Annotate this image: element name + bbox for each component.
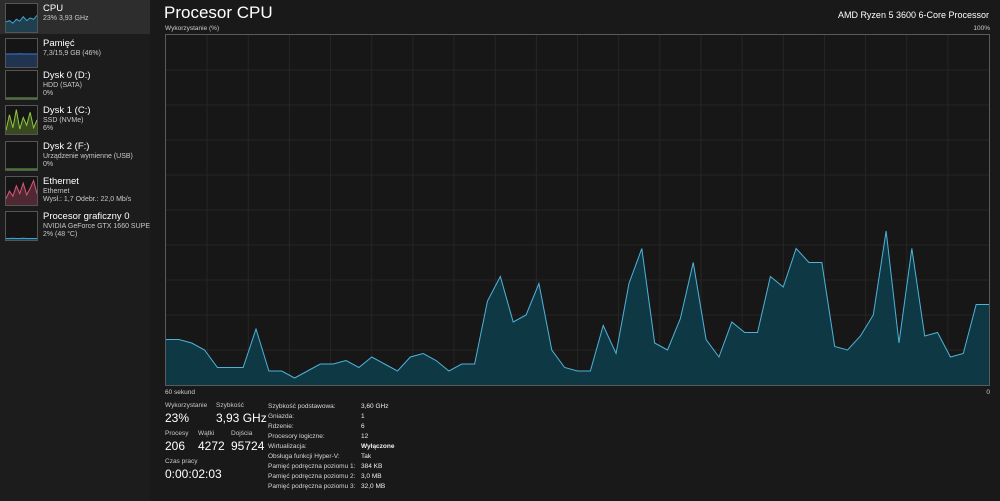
sidebar-item-title: Ethernet bbox=[43, 176, 79, 187]
sidebar-item-throughput: Wysł.: 1,7 Odebr.: 22,0 Mb/s bbox=[43, 196, 132, 203]
sidebar-item-detail: 23% 3,93 GHz bbox=[43, 15, 89, 22]
utilization-label: Wykorzystanie bbox=[165, 402, 208, 409]
disk-0-mini-graph bbox=[5, 70, 38, 100]
mini-graph-line bbox=[6, 109, 37, 131]
spec-value: 12 bbox=[361, 433, 369, 440]
sidebar-item-title: Dysk 2 (F:) bbox=[43, 141, 90, 152]
threads-value: 4272 bbox=[198, 439, 225, 453]
sidebar-item-title: Dysk 1 (C:) bbox=[43, 105, 91, 116]
gpu-mini-graph bbox=[5, 211, 38, 241]
handles-value: 95724 bbox=[231, 439, 265, 453]
utilization-area bbox=[166, 231, 989, 385]
sidebar-item-cpu[interactable]: CPU 23% 3,93 GHz bbox=[0, 0, 150, 34]
sidebar-item-disk-0[interactable]: Dysk 0 (D:) HDD (SATA) 0% bbox=[0, 67, 150, 101]
spec-label: Pamięć podręczna poziomu 3: bbox=[268, 483, 356, 490]
disk-1-mini-graph bbox=[5, 105, 38, 135]
memory-mini-graph bbox=[5, 38, 38, 68]
spec-value: 3,0 MB bbox=[361, 473, 382, 480]
spec-label: Obsługa funkcji Hyper-V: bbox=[268, 453, 340, 460]
sidebar-item-detail: Urządzenie wymienne (USB) bbox=[43, 153, 133, 160]
sidebar-item-usage: 6% bbox=[43, 125, 54, 132]
mini-graph-line bbox=[6, 15, 37, 24]
spec-label: Procesory logiczne: bbox=[268, 433, 325, 440]
handles-label: Dojścia bbox=[231, 430, 253, 437]
spec-value: 384 KB bbox=[361, 463, 383, 470]
sidebar-item-detail: 7,3/15,9 GB (46%) bbox=[43, 50, 101, 57]
sidebar-item-memory[interactable]: Pamięć 7,3/15,9 GB (46%) bbox=[0, 35, 150, 69]
spec-label: Pamięć podręczna poziomu 1: bbox=[268, 463, 356, 470]
mini-graph-area bbox=[6, 180, 37, 205]
spec-label: Szybkość podstawowa: bbox=[268, 403, 336, 410]
sidebar-item-usage: 2% (48 °C) bbox=[43, 231, 78, 238]
sidebar: CPU 23% 3,93 GHz Pamięć 7,3/15,9 GB (46%… bbox=[0, 0, 155, 501]
spec-label: Rdzenie: bbox=[268, 423, 294, 430]
spec-value: Wyłączone bbox=[361, 443, 395, 450]
processes-value: 206 bbox=[165, 439, 186, 453]
graph-x-left-label: 60 sekund bbox=[165, 389, 195, 396]
threads-label: Wątki bbox=[198, 430, 215, 437]
ethernet-mini-graph bbox=[5, 176, 38, 206]
sidebar-item-detail: SSD (NVMe) bbox=[43, 117, 84, 124]
sidebar-item-disk-2[interactable]: Dysk 2 (F:) Urządzenie wymienne (USB) 0% bbox=[0, 138, 150, 172]
sidebar-item-title: CPU bbox=[43, 3, 64, 14]
processor-name: AMD Ryzen 5 3600 6-Core Processor bbox=[837, 10, 989, 20]
sidebar-item-detail: Ethernet bbox=[43, 188, 70, 195]
spec-label: Gniazda: bbox=[268, 413, 295, 420]
sidebar-item-usage: 0% bbox=[43, 90, 54, 97]
utilization-line bbox=[166, 230, 989, 379]
spec-value: 1 bbox=[361, 413, 365, 420]
mini-graph-line bbox=[6, 179, 37, 200]
sidebar-item-gpu-0[interactable]: Procesor graficzny 0 NVIDIA GeForce GTX … bbox=[0, 208, 155, 242]
utilization-value: 23% bbox=[165, 411, 190, 425]
sidebar-item-title: Pamięć bbox=[43, 38, 75, 49]
sidebar-item-disk-1[interactable]: Dysk 1 (C:) SSD (NVMe) 6% bbox=[0, 102, 150, 136]
sidebar-item-usage: 0% bbox=[43, 161, 54, 168]
cpu-performance-panel: Procesor CPU AMD Ryzen 5 3600 6-Core Pro… bbox=[150, 0, 1000, 501]
cpu-utilization-graph bbox=[165, 34, 990, 386]
mini-graph-area bbox=[6, 53, 37, 67]
spec-label: Wirtualizacja: bbox=[268, 443, 307, 450]
sidebar-item-title: Procesor graficzny 0 bbox=[43, 211, 130, 222]
mini-graph-area bbox=[6, 15, 37, 32]
spec-value: 6 bbox=[361, 423, 365, 430]
uptime-value: 0:00:02:03 bbox=[165, 467, 222, 481]
sidebar-item-detail: NVIDIA GeForce GTX 1660 SUPER bbox=[43, 223, 156, 230]
spec-value: 3,60 GHz bbox=[361, 403, 389, 410]
disk-2-mini-graph bbox=[5, 141, 38, 171]
sidebar-item-title: Dysk 0 (D:) bbox=[43, 70, 91, 81]
speed-value: 3,93 GHz bbox=[216, 411, 267, 425]
cpu-mini-graph bbox=[5, 3, 38, 33]
graph-y-max-label: 100% bbox=[973, 25, 990, 32]
spec-label: Pamięć podręczna poziomu 2: bbox=[268, 473, 356, 480]
graph-y-label: Wykorzystanie (%) bbox=[165, 25, 220, 32]
spec-value: Tak bbox=[361, 453, 372, 460]
page-title: Procesor CPU bbox=[164, 3, 273, 22]
sidebar-item-detail: HDD (SATA) bbox=[43, 82, 83, 89]
graph-x-right-label: 0 bbox=[986, 389, 990, 396]
spec-value: 32,0 MB bbox=[361, 483, 386, 490]
uptime-label: Czas pracy bbox=[165, 458, 198, 465]
speed-label: Szybkość bbox=[216, 402, 244, 409]
sidebar-item-ethernet[interactable]: Ethernet Ethernet Wysł.: 1,7 Odebr.: 22,… bbox=[0, 173, 150, 207]
processes-label: Procesy bbox=[165, 430, 189, 437]
